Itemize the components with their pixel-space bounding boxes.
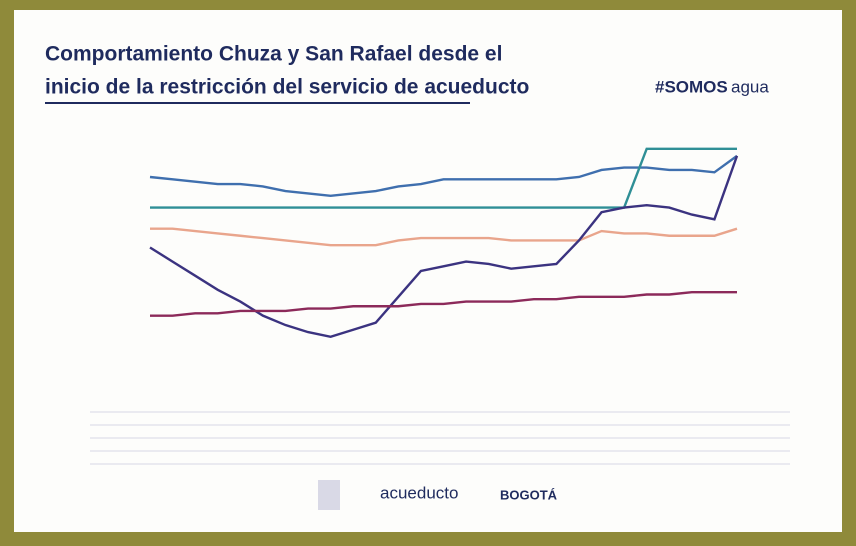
city: BOGOTÁ <box>500 487 558 502</box>
logo <box>318 480 340 510</box>
tag: agua <box>731 77 769 96</box>
series-line <box>149 155 739 339</box>
series-line <box>150 147 737 209</box>
plot <box>149 147 739 339</box>
title-line: Comportamiento Chuza y San Rafael desde … <box>45 43 502 66</box>
title-line: inicio de la restricción del servicio de… <box>45 76 529 99</box>
series-line <box>150 227 738 247</box>
brand: acueducto <box>380 483 458 502</box>
tag: #SOMOS <box>655 77 728 96</box>
table-placeholder <box>90 411 790 465</box>
slide-background <box>14 10 842 532</box>
series-line <box>150 290 737 317</box>
